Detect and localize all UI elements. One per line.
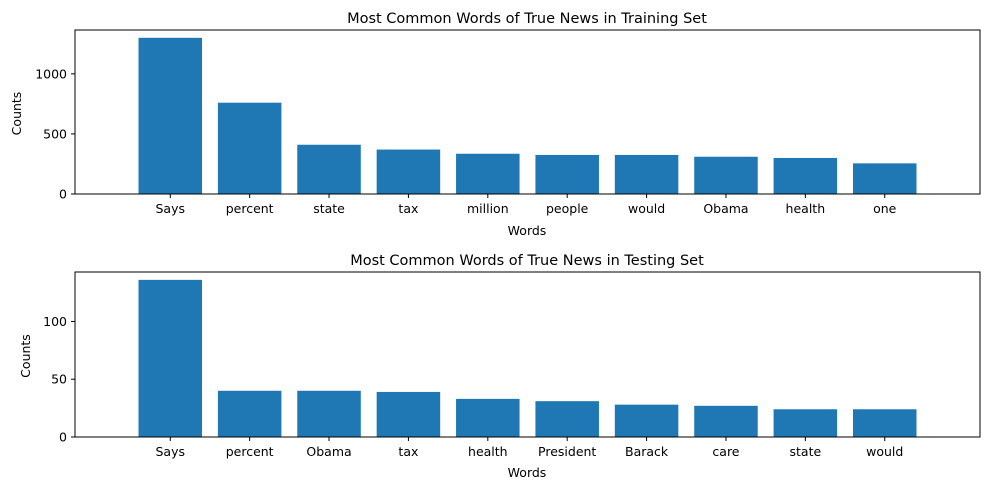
x-tick-label: state <box>790 444 822 459</box>
x-ticks: Says percent Obama tax health President Barack… <box>156 437 903 459</box>
chart-training-set: Most Common Words of True News in Traini… <box>9 11 981 238</box>
bar-percent <box>217 390 282 437</box>
x-tick-label: Barack <box>625 444 669 459</box>
plot-frame <box>74 271 981 438</box>
x-tick-label: Obama <box>703 201 748 216</box>
bar-tax <box>376 391 441 437</box>
x-tick-label: million <box>467 201 509 216</box>
bar-president <box>535 401 599 437</box>
bar-tax <box>376 149 441 194</box>
y-tick-label: 50 <box>51 372 67 387</box>
y-tick-label: 1000 <box>35 66 67 81</box>
x-tick-label: tax <box>398 201 418 216</box>
x-axis-label: Words <box>508 465 547 480</box>
y-tick-label: 100 <box>43 314 67 329</box>
bar-would <box>852 409 917 437</box>
x-ticks: Says percent state tax million people would Oba… <box>156 194 897 216</box>
x-tick-label: health <box>786 201 826 216</box>
bars <box>138 37 917 195</box>
x-tick-label: people <box>546 201 589 216</box>
y-axis-label: Counts <box>18 334 33 378</box>
x-tick-label: percent <box>226 201 274 216</box>
y-ticks: 0 500 1000 <box>35 66 75 202</box>
x-tick-label: President <box>538 444 596 459</box>
y-ticks: 0 50 100 <box>43 314 75 445</box>
plot-frame <box>74 29 981 195</box>
x-tick-label: one <box>873 201 897 216</box>
bar-obama <box>694 156 758 194</box>
x-tick-label: would <box>866 444 903 459</box>
bar-barack <box>614 404 679 437</box>
x-tick-label: percent <box>226 444 274 459</box>
x-tick-label: state <box>313 201 345 216</box>
y-tick-label: 0 <box>59 187 67 202</box>
bar-care <box>694 405 758 437</box>
y-axis-label: Counts <box>9 92 24 136</box>
bar-says <box>138 37 203 195</box>
bar-says <box>138 279 203 437</box>
x-tick-label: Says <box>156 201 186 216</box>
bar-state <box>297 144 361 194</box>
chart-title: Most Common Words of True News in Testin… <box>350 253 704 269</box>
x-tick-label: Obama <box>306 444 351 459</box>
bar-health <box>456 398 520 437</box>
bar-million <box>456 153 520 194</box>
bars <box>138 279 917 437</box>
x-tick-label: would <box>628 201 665 216</box>
bar-state <box>773 409 838 437</box>
bar-health <box>773 157 838 194</box>
bar-obama <box>297 390 361 437</box>
chart-title: Most Common Words of True News in Traini… <box>347 11 707 27</box>
x-tick-label: tax <box>398 444 418 459</box>
x-axis-label: Words <box>508 223 547 238</box>
x-tick-label: care <box>712 444 739 459</box>
bar-one <box>852 163 917 194</box>
chart-testing-set: Most Common Words of True News in Testin… <box>18 253 981 480</box>
x-tick-label: Says <box>156 444 186 459</box>
y-tick-label: 500 <box>43 126 67 141</box>
bar-people <box>535 154 599 194</box>
bar-percent <box>217 102 282 194</box>
bar-would <box>614 154 679 194</box>
y-tick-label: 0 <box>59 430 67 445</box>
x-tick-label: health <box>468 444 508 459</box>
